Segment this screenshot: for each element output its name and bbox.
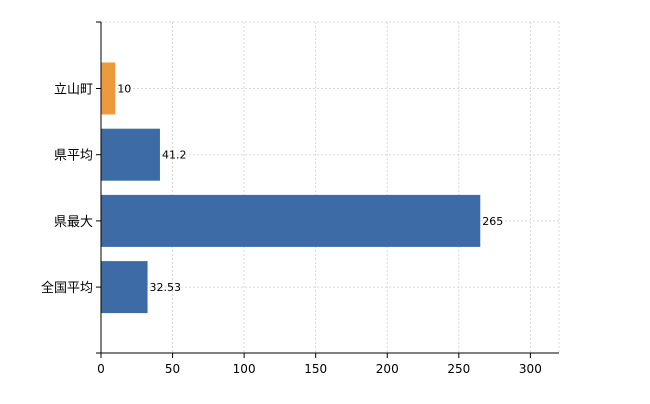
x-tick-label: 200	[376, 362, 399, 376]
x-tick-label: 300	[519, 362, 542, 376]
bar-data-label: 41.2	[162, 149, 187, 162]
bar-data-label: 10	[117, 83, 131, 96]
x-tick-label: 150	[304, 362, 327, 376]
bar	[101, 62, 116, 115]
bar-data-label: 265	[482, 215, 503, 228]
y-category-label: 県平均	[54, 149, 93, 164]
y-category-label: 立山町	[54, 83, 93, 98]
x-tick-label: 100	[233, 362, 256, 376]
bar-layer	[101, 62, 481, 314]
x-tick-label: 50	[165, 362, 180, 376]
grid-layer	[101, 21, 560, 353]
label-layer: 10 41.2 265 32.53 0 50 100 150 200 250 300 立山町県平均県最…	[41, 83, 542, 377]
y-category-label: 全国平均	[41, 280, 93, 296]
y-category-label: 県最大	[54, 215, 93, 230]
bar	[101, 128, 160, 181]
bar-data-label: 32.53	[150, 281, 182, 294]
bar	[101, 194, 481, 247]
x-tick-label: 0	[97, 362, 105, 376]
axis-layer	[96, 21, 559, 358]
x-tick-label: 250	[447, 362, 470, 376]
bar	[101, 261, 148, 314]
